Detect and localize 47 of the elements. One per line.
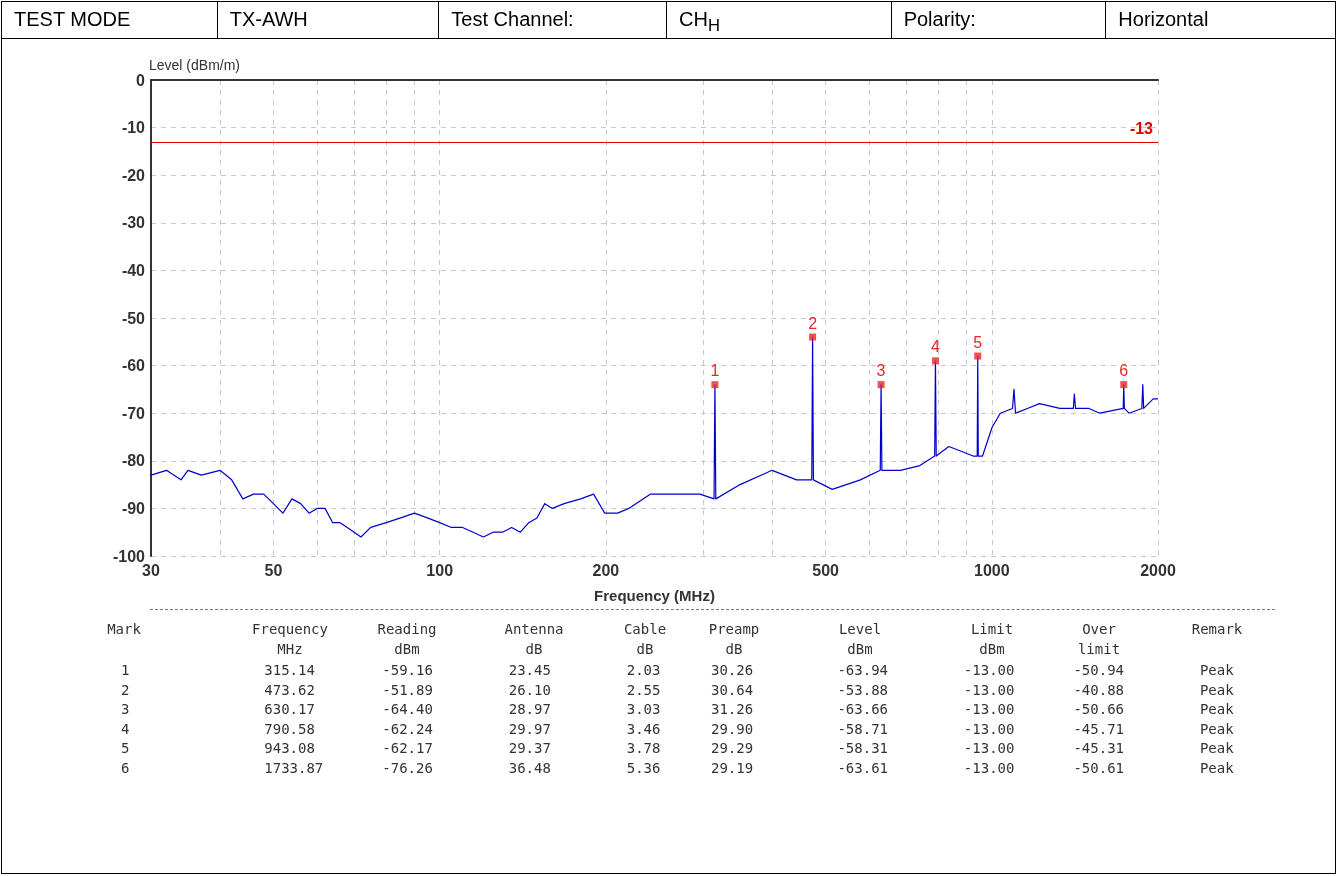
x-tick-label: 500: [812, 561, 840, 579]
annotation: 4: [931, 338, 940, 356]
text: 6 1733.87 -76.26 36.48 5.36 29.19 -63.61 -13.00 -50.61 Peak: [121, 759, 1234, 776]
text: Preamp dB: [708, 620, 760, 659]
text: 5 943.08 -62.17 29.37 3.78 29.29 -58.31 -13.00 -45.31 Peak: [121, 740, 1234, 757]
x-tick-label: 100: [426, 561, 454, 579]
annotation: 2: [808, 314, 818, 332]
text: Limit dBm: [970, 620, 1014, 659]
text: Horizontal: [1117, 7, 1210, 32]
y-tick-label: -30: [121, 214, 146, 232]
x-tick-label: 2000: [1140, 561, 1176, 579]
text: Remark: [1191, 620, 1243, 639]
text: 1 315.14 -59.16 23.45 2.03 30.26 -63.94 -13.00 -50.94 Peak: [121, 662, 1234, 678]
y-tick-label: -40: [121, 261, 146, 279]
y-tick-label: -10: [121, 119, 146, 137]
y-tick-label: -50: [121, 309, 146, 327]
text: 4 790.58 -62.24 29.97 3.46 29.90 -58.71 -13.00 -45.71 Peak: [121, 720, 1234, 737]
text: 2 473.62 -51.89 26.10 2.55 30.64 -53.88 -13.00 -40.88 Peak: [121, 681, 1234, 698]
annotation: 6: [1119, 362, 1129, 380]
x-tick-label: 50: [264, 561, 283, 579]
ref-line-label: -13: [1129, 120, 1154, 138]
y-tick-label: -20: [121, 166, 146, 184]
y-tick-label: -60: [121, 357, 146, 375]
y-axis-title: Level (dBm/m): [149, 57, 241, 74]
annotation: 3: [876, 362, 886, 380]
annotation: 5: [973, 333, 983, 351]
text: Over limit: [1077, 620, 1121, 659]
text: Frequency MHz: [252, 620, 328, 659]
y-tick-label: -70: [121, 404, 146, 422]
x-tick-label: 1000: [974, 561, 1010, 579]
text: Test Channel:: [439, 2, 667, 38]
text: Reading dBm: [377, 620, 437, 659]
y-tick-label: -90: [121, 499, 146, 517]
text: Mark: [107, 620, 141, 639]
annotation: 1: [710, 362, 720, 380]
x-axis-title: Frequency (MHz): [594, 587, 715, 604]
text: Polarity:: [891, 2, 1107, 38]
text: TEST MODE: [2, 2, 218, 38]
text: 3 630.17 -64.40 28.97 3.03 31.26 -63.66 -13.00 -50.66 Peak: [121, 701, 1234, 718]
y-tick-label: -80: [121, 452, 146, 470]
text: Antenna dB: [504, 620, 564, 659]
x-tick-label: 200: [592, 561, 620, 579]
text: TX-AWH: [217, 2, 440, 38]
y-tick-label: 0: [136, 71, 146, 89]
text: Cable dB: [623, 620, 667, 659]
text: Level dBm: [838, 620, 882, 659]
text: CH$_{H}$: [667, 2, 892, 38]
